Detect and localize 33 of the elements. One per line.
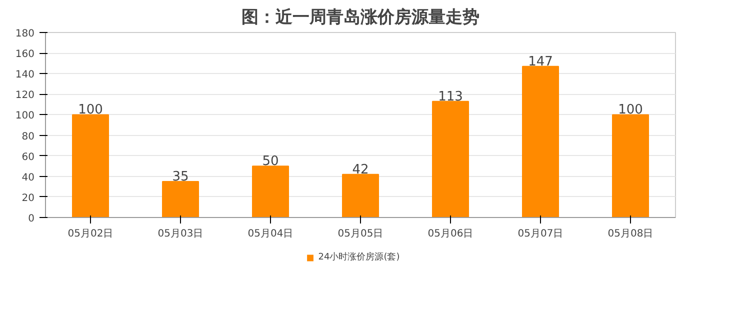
data-label: 100 <box>78 102 103 118</box>
data-label: 50 <box>262 154 279 170</box>
y-tick-label: 40 <box>22 172 35 184</box>
data-label: 100 <box>618 102 643 118</box>
y-tick-label: 100 <box>15 110 35 122</box>
x-tick-label: 05月08日 <box>608 228 654 240</box>
x-tick-label: 05月03日 <box>158 228 204 240</box>
bar <box>432 100 469 218</box>
y-tick-label: 60 <box>22 152 35 163</box>
data-label: 35 <box>172 170 189 185</box>
data-label: 147 <box>528 54 553 70</box>
y-tick-label: 0 <box>28 214 35 224</box>
data-label: 42 <box>352 162 369 178</box>
bar <box>72 114 109 218</box>
y-tick-label: 80 <box>22 131 35 142</box>
y-tick-label: 20 <box>22 192 35 204</box>
x-tick-label: 05月02日 <box>68 228 114 240</box>
legend-label: 24小时涨价房源(套) <box>318 251 400 264</box>
bar <box>342 174 379 218</box>
bar <box>522 66 559 218</box>
x-tick-label: 05月06日 <box>428 228 474 240</box>
bar <box>612 114 649 218</box>
y-tick-label: 140 <box>15 70 35 81</box>
data-label: 113 <box>438 89 463 104</box>
bar <box>162 181 199 218</box>
bar <box>252 166 289 218</box>
x-tick-label: 05月07日 <box>518 228 564 240</box>
y-tick-label: 120 <box>15 90 35 102</box>
x-tick-label: 05月04日 <box>248 228 294 240</box>
y-tick-label: 180 <box>15 28 35 40</box>
y-tick-label: 160 <box>15 49 35 60</box>
chart-title: 图：近一周青岛涨价房源量走势 <box>242 8 480 28</box>
x-tick-label: 05月05日 <box>338 228 384 240</box>
